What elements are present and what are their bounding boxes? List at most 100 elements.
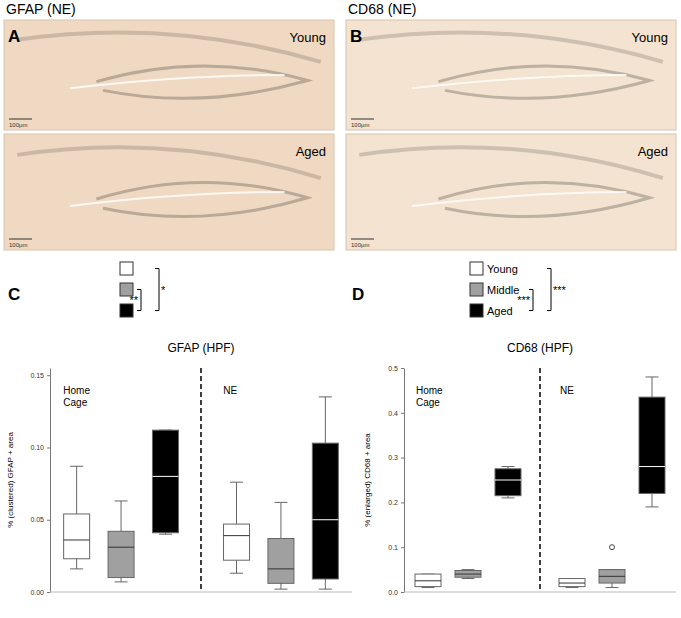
tick-mark: [47, 592, 50, 593]
figure: GFAP (NE)Young100μmAAged100μmCD68 (NE)Yo…: [0, 0, 681, 618]
whisker-cap: [422, 587, 435, 588]
box-body: [415, 574, 441, 587]
legend: YoungMiddleAged: [470, 262, 519, 317]
fissure: [412, 75, 627, 88]
tick: 0.5: [388, 365, 404, 372]
group-separator: [200, 368, 202, 592]
whisker-cap: [462, 578, 475, 579]
tick-mark: [401, 413, 404, 414]
tick-mark: [47, 447, 50, 448]
scale-bar: [9, 119, 32, 120]
whisker-cap: [230, 482, 243, 483]
box-body: [108, 531, 134, 577]
tick-mark: [401, 547, 404, 548]
panel-title: GFAP (NE): [6, 1, 76, 17]
box: [559, 579, 585, 588]
panel-title: CD68 (NE): [348, 1, 416, 17]
group-label: HomeCage: [416, 385, 443, 408]
whisker-cap: [462, 569, 475, 570]
fissure: [412, 192, 627, 206]
chart-title: CD68 (HPF): [507, 341, 573, 355]
micrograph: Young100μmA: [4, 20, 334, 130]
group-label: NE: [223, 385, 237, 396]
fissure: [70, 192, 285, 206]
bracket-line: [547, 269, 551, 311]
tick: 0.2: [388, 499, 404, 506]
box-body: [455, 570, 481, 577]
box-body: [152, 430, 178, 533]
significance-bracket: **: [129, 290, 141, 311]
box: [224, 482, 250, 573]
whisker-cap: [646, 376, 659, 377]
whisker-cap: [319, 589, 332, 590]
tick-label: 0.0: [388, 589, 398, 596]
bracket-line: [155, 269, 159, 311]
scale-bar: [351, 119, 374, 120]
tick-label: 0.4: [388, 410, 398, 417]
tick: 0.05: [30, 516, 50, 523]
whisker-cap: [274, 502, 287, 503]
micrograph: Young100μmB: [346, 20, 676, 130]
micrograph-panel: GFAP (NE)Young100μmAAged100μm: [4, 1, 334, 250]
tick: 0.10: [30, 444, 50, 451]
outlier: [610, 545, 615, 550]
micrograph-background: [346, 20, 676, 130]
median: [599, 576, 625, 577]
tick: 0.4: [388, 410, 404, 417]
panel-letter: A: [8, 27, 20, 46]
median: [639, 466, 665, 467]
fissure: [70, 75, 285, 88]
legend-swatch: [470, 283, 483, 296]
legend-label: Young: [487, 263, 518, 275]
group-label-line: Cage: [63, 397, 87, 408]
whisker-cap: [319, 396, 332, 397]
significance-label: ***: [517, 294, 531, 306]
median: [224, 535, 250, 536]
tick-label: 0.15: [30, 372, 44, 379]
box: [152, 430, 178, 534]
median: [108, 547, 134, 548]
tick-label: 0.2: [388, 499, 398, 506]
median: [559, 583, 585, 584]
median: [415, 580, 441, 581]
box-body: [268, 539, 294, 584]
tick-label: 0.10: [30, 444, 44, 451]
scale-bar-label: 100μm: [351, 242, 369, 248]
frame-label: Young: [632, 30, 668, 45]
legend-label: Middle: [487, 284, 519, 296]
box: [312, 397, 338, 589]
whisker-cap: [502, 466, 515, 467]
box-body: [64, 514, 90, 559]
panel-letter: C: [8, 285, 20, 304]
micrograph: Aged 100μm: [346, 134, 676, 250]
tick: 0.0: [388, 589, 404, 596]
box: [455, 570, 481, 579]
group-label-line: Home: [416, 385, 443, 396]
tick-label: 0.00: [30, 589, 44, 596]
significance-label: **: [129, 294, 138, 306]
scale-bar-label: 100μm: [351, 122, 369, 128]
legend-swatch: [120, 262, 133, 275]
box: [268, 502, 294, 589]
box-body: [559, 579, 585, 587]
box: [415, 574, 441, 587]
tick-label: 0.5: [388, 365, 398, 372]
tick-label: 0.1: [388, 544, 398, 551]
box-body: [312, 443, 338, 579]
median: [455, 574, 481, 575]
significance-bracket: *: [155, 269, 166, 311]
median: [312, 519, 338, 520]
micrograph-background: [346, 134, 676, 250]
tick: 0.3: [388, 454, 404, 461]
median: [495, 480, 521, 481]
group-label-line: NE: [223, 385, 237, 396]
box-body: [639, 397, 665, 493]
median: [268, 568, 294, 569]
whisker-cap: [230, 573, 243, 574]
box: [495, 467, 521, 498]
tissue-band: [359, 32, 663, 61]
group-label-line: Cage: [416, 397, 440, 408]
box: [64, 466, 90, 569]
frame-label: Aged: [638, 144, 668, 159]
legend-swatch: [470, 262, 483, 275]
